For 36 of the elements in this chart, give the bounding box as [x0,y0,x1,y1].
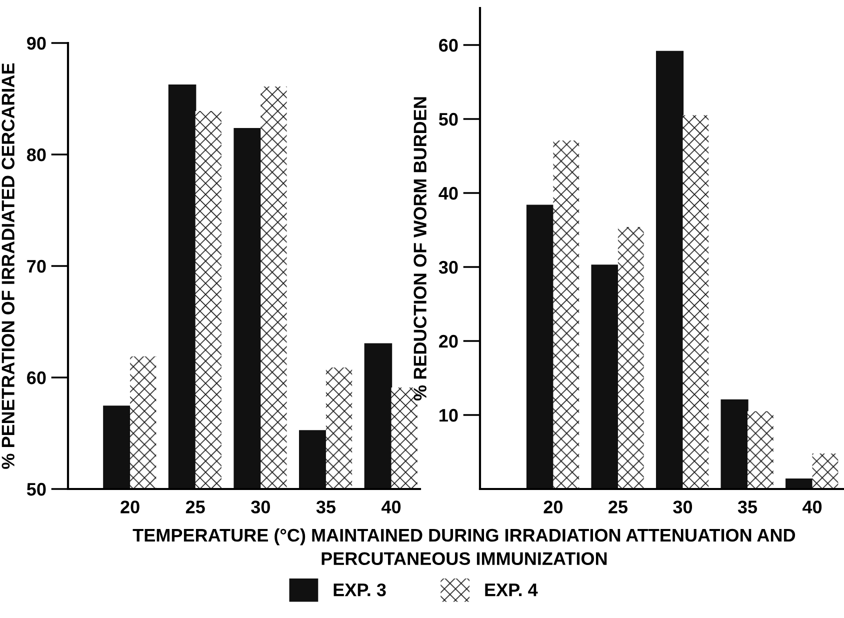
bar [720,399,748,489]
bar [786,478,814,489]
x-tick-label: 25 [186,500,205,514]
y-tick-label: 60 [27,371,46,384]
y-tick-label: 70 [27,260,46,273]
y-tick-label: 40 [438,186,458,200]
y-tick-label: 50 [438,112,458,126]
x-tick-label: 40 [382,500,401,514]
bar [812,453,838,489]
x-tick-label: 35 [738,500,758,514]
x-tick-label: 30 [251,500,270,514]
legend-label: EXP. 3 [334,583,386,596]
legend-label: EXP. 4 [485,584,538,596]
bar [747,411,774,489]
bar [591,264,619,489]
x-axis-title: TEMPERATURE (°C) MAINTAINED DURING IRRADIATION ATTENUATION AND PERCUTANEOUS IMMUNIZATION [132,528,796,566]
bar [682,115,709,489]
x-tick-label: 25 [608,500,628,514]
bar [618,227,644,489]
y-tick-label: 90 [27,36,46,50]
x-tick-label: 20 [120,500,140,514]
bar [656,50,684,489]
y-tick-label: 50 [26,482,46,496]
x-tick-label: 30 [673,500,692,514]
y-tick-label: 30 [438,260,458,274]
y-tick-label: 20 [439,334,458,348]
y-axis-title: % PENETRATION OF IRRADIATED CERCARIAE [2,63,14,469]
y-tick-label: 10 [440,408,458,422]
y-tick-label: 80 [26,148,46,162]
x-tick-label: 20 [544,500,562,514]
y-tick-label: 60 [439,38,458,52]
y-axis-title: % REDUCTION OF WORM BURDEN [414,97,426,401]
x-tick-label: 40 [802,500,822,514]
x-tick-label: 35 [316,500,336,514]
bar [553,140,580,489]
bar [526,204,554,489]
